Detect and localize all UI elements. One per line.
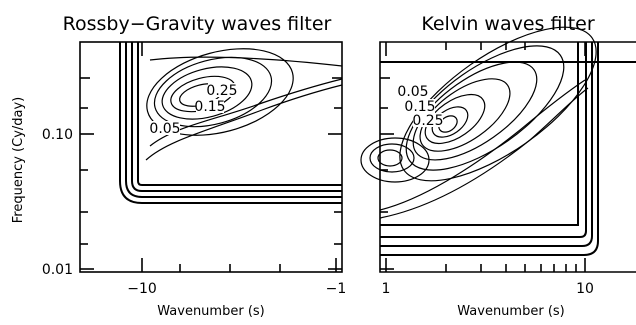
y-tick-label: 0.01	[42, 262, 73, 278]
axes-frame	[79, 41, 343, 273]
x-axis-label: Wavenumber (s)	[457, 304, 564, 319]
panel-rossby-gravity: Rossby−Gravity waves filter 0.25 0.15 0.…	[11, 13, 346, 319]
chart-title: Kelvin waves filter	[421, 13, 595, 35]
y-tick-label: 0.10	[42, 127, 73, 143]
x-tick-label: 1	[382, 281, 391, 297]
contour-label: 0.15	[404, 99, 435, 115]
contour-label: 0.05	[397, 84, 428, 100]
y-axis-label: Frequency (Cy/day)	[11, 97, 26, 224]
panel-kelvin: Kelvin waves filter 0.05	[360, 13, 636, 319]
x-tick-label: −1	[326, 281, 347, 297]
x-tick-label: −10	[127, 281, 157, 297]
x-tick-label: 10	[576, 281, 594, 297]
contour-lines	[360, 26, 597, 219]
x-axis-label: Wavenumber (s)	[157, 304, 264, 319]
contour-lines	[145, 48, 343, 161]
filter-boundary	[119, 42, 342, 204]
contour-labels: 0.25 0.15 0.05	[149, 83, 238, 137]
contour-label: 0.15	[194, 99, 225, 115]
contour-label: 0.05	[149, 121, 180, 137]
contour-label: 0.25	[412, 113, 443, 129]
contour-labels: 0.05 0.15 0.25	[397, 84, 444, 129]
contour-label: 0.25	[206, 83, 237, 99]
chart-title: Rossby−Gravity waves filter	[63, 13, 332, 35]
axes-frame	[379, 41, 636, 273]
filter-boundary	[380, 42, 636, 256]
